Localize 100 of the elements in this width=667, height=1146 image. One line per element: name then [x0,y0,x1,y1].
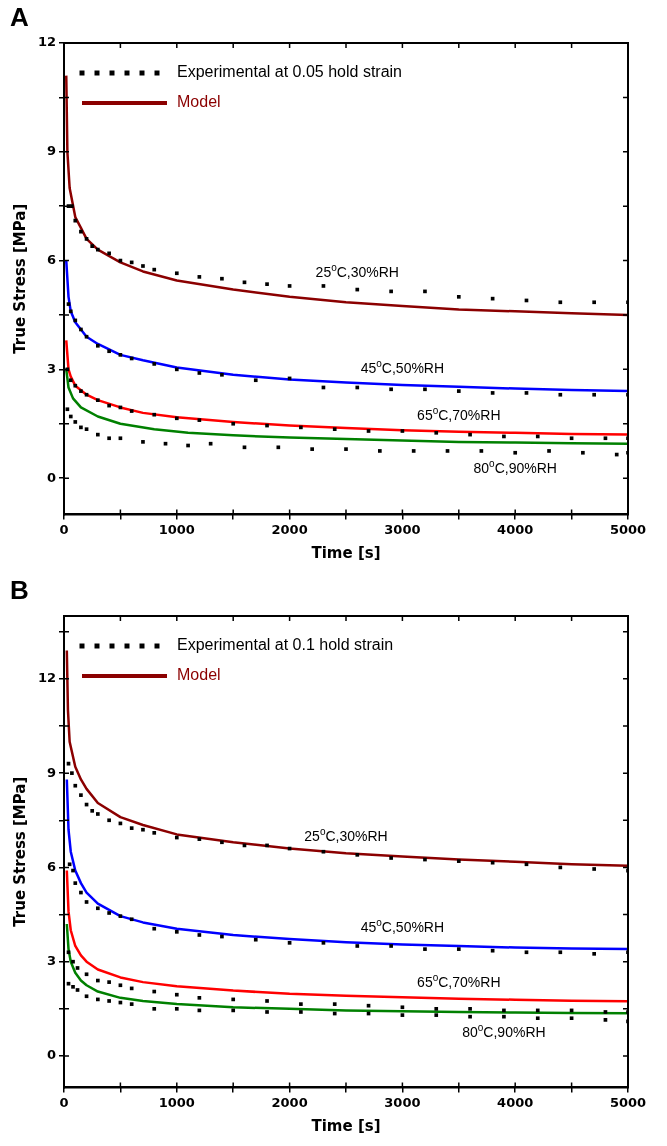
point [265,282,269,286]
point [174,1007,179,1011]
point [152,831,157,835]
point [107,999,111,1003]
x-tick-label: 1000 [158,1094,195,1110]
point [502,1014,506,1019]
x-axis-title: Time [s] [311,543,381,562]
y-tick-label: 3 [46,953,56,969]
point [434,1013,439,1017]
point [389,944,393,948]
y-tick-label: 0 [46,469,56,485]
x-tick-label: 4000 [497,1094,534,1110]
point [220,840,224,845]
chart-title: B [10,575,29,606]
point [152,412,157,417]
point [389,387,393,392]
point [107,980,111,984]
point [96,343,100,348]
point [220,276,224,281]
point [174,416,179,421]
x-tick-label: 5000 [609,521,647,537]
point [231,421,236,426]
point [141,827,145,832]
point [456,294,461,299]
point [141,440,145,444]
point [174,930,179,934]
point [434,1007,439,1011]
point [73,383,78,388]
point [152,362,157,366]
point [253,378,258,383]
y-tick-label: 12 [37,34,56,50]
x-tick-label: 0 [59,521,69,537]
point [96,247,100,252]
point [558,300,563,305]
point [152,1007,157,1011]
x-axis-title: Time [s] [311,1116,381,1135]
point [107,251,111,256]
point [355,944,360,948]
point [73,783,78,788]
x-tick-label: 3000 [384,1094,421,1110]
point [70,204,74,209]
point [592,867,596,871]
point [68,309,73,314]
point [96,812,100,816]
point [90,244,95,248]
point [129,917,134,922]
legend-label: Experimental at 0.1 hold strain [177,636,394,654]
point [107,911,111,915]
point [79,793,83,797]
point [129,409,134,413]
point [423,947,427,951]
point [355,853,360,857]
point [253,937,258,942]
point [107,349,111,354]
point [96,398,100,403]
y-tick-label: 9 [46,764,56,780]
point [378,449,382,453]
point [299,1002,303,1006]
y-tick-label: 9 [46,143,56,159]
point [70,771,74,775]
x-tick-label: 1000 [158,521,195,537]
point [90,809,95,813]
text: Model [177,93,221,111]
legend-label: Experimental at 0.05 hold strain [177,63,403,81]
point [423,387,427,392]
point [174,992,179,997]
point [71,985,75,989]
point [468,1007,472,1011]
point [129,1002,134,1006]
point [310,447,314,451]
point [592,952,596,956]
point [456,389,461,393]
point [141,264,145,268]
x-tick-label: 5000 [609,1094,647,1110]
x-tick-label: 2000 [271,521,308,537]
x-tick-label: 0 [59,1094,69,1110]
point [332,427,337,432]
point [456,859,461,863]
point [592,300,596,305]
y-tick-label: 12 [37,670,56,686]
point [265,1010,269,1014]
point [73,881,78,885]
point [411,449,416,453]
x-tick-label: 4000 [497,521,534,537]
point [71,959,75,964]
y-tick-label: 0 [46,1047,56,1063]
point [73,420,78,424]
point [174,271,179,276]
point [547,449,551,453]
point [389,856,393,860]
y-axis-title: True Stress [MPa] [10,776,29,927]
point [535,1016,540,1021]
point [558,392,563,397]
chart-title: A [10,2,29,33]
point [96,906,100,911]
text: Model [177,666,221,684]
point [129,826,134,830]
y-tick-label: 3 [46,360,56,376]
point [468,1014,472,1019]
point [558,950,563,955]
